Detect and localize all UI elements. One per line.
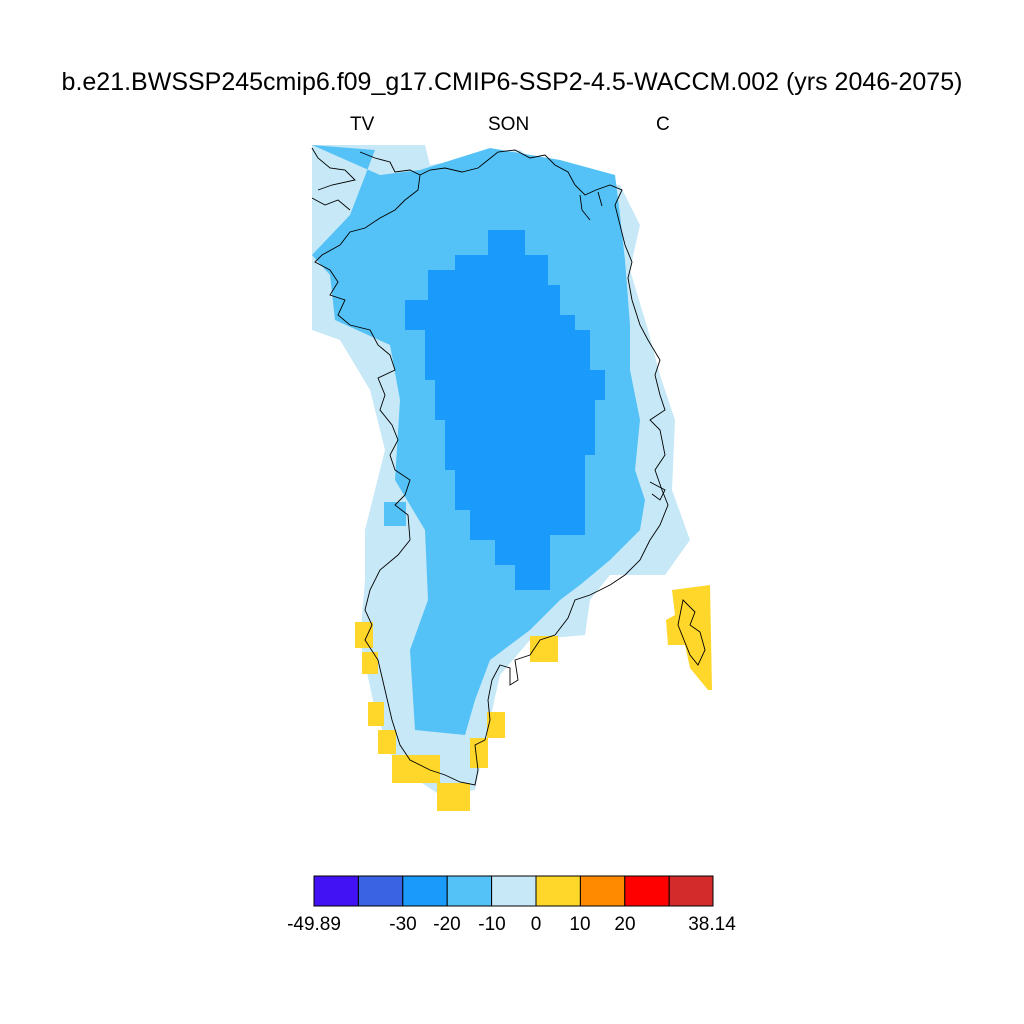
colorbar-label: -10 <box>478 914 505 935</box>
units-label: C <box>656 114 670 135</box>
colorbar-label: -49.89 <box>287 914 341 935</box>
colorbar-label: 38.14 <box>688 914 736 935</box>
map-region-minus20-minus10-patch <box>384 502 406 526</box>
season-label: SON <box>488 114 530 135</box>
colorbar-box-bin1 <box>357 875 404 907</box>
colorbar-box-bin5 <box>535 875 581 907</box>
colorbar-box-bin7 <box>624 875 670 907</box>
colorbar-box-bin8 <box>668 875 714 907</box>
colorbar-labels: -49.89 -30 -20 -10 0 10 20 38.14 <box>287 914 736 935</box>
map-region-minus30-minus20 <box>405 230 605 590</box>
colorbar-box-bin2 <box>402 875 448 907</box>
variable-label: TV <box>350 114 375 135</box>
map-region-0-10 <box>355 585 712 811</box>
colorbar-label: -20 <box>433 914 460 935</box>
colorbar-box-bin6 <box>579 875 626 907</box>
colorbar-label: -30 <box>389 914 416 935</box>
colorbar-box-bin4 <box>491 875 537 907</box>
colorbar-boxes <box>313 875 714 907</box>
colorbar-label: 10 <box>569 914 590 935</box>
colorbar-box-bin3 <box>446 875 493 907</box>
plot-title: b.e21.BWSSP245cmip6.f09_g17.CMIP6-SSP2-4… <box>61 68 963 96</box>
colorbar-label: 20 <box>614 914 635 935</box>
greenland-map <box>311 145 712 811</box>
colorbar-label: 0 <box>531 914 542 935</box>
colorbar: -49.89 -30 -20 -10 0 10 20 38.14 <box>287 875 736 935</box>
colorbar-box-bin0 <box>313 875 359 907</box>
coastline <box>311 147 706 786</box>
